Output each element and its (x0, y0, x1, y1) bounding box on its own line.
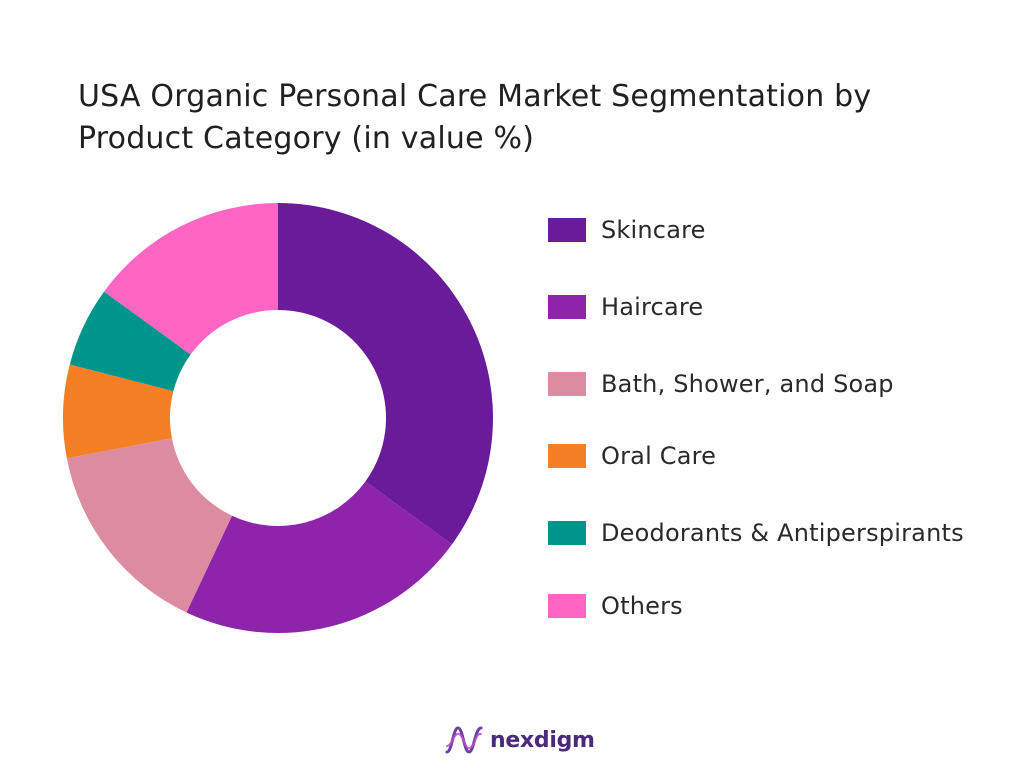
legend-label-oral-care: Oral Care (601, 442, 717, 470)
brand-logo: nexdigm (444, 720, 595, 760)
chart-legend: Skincare Haircare Bath, Shower, and Soap… (548, 0, 1018, 768)
donut-chart (62, 203, 494, 633)
legend-label-skincare: Skincare (601, 216, 706, 244)
brand-name: nexdigm (490, 727, 595, 753)
donut-slice-oral-care (62, 364, 174, 459)
donut-slice-bath-shower-and-soap (66, 438, 233, 613)
nexdigm-wave-logo-icon (445, 726, 483, 754)
legend-item-bath-shower-soap: Bath, Shower, and Soap (548, 369, 894, 399)
legend-swatch-bath-shower-soap (548, 372, 586, 396)
legend-swatch-deodorants (548, 521, 586, 545)
legend-item-deodorants: Deodorants & Antiperspirants (548, 518, 964, 548)
legend-label-haircare: Haircare (601, 293, 704, 321)
donut-slice-haircare (186, 481, 452, 633)
legend-swatch-oral-care (548, 444, 586, 468)
legend-item-oral-care: Oral Care (548, 441, 716, 471)
donut-slice-skincare (278, 203, 494, 545)
chart-title-line-1: USA Organic Personal Care Market Segment… (78, 79, 872, 114)
chart-title-line-2: Product Category (in value %) (78, 121, 535, 156)
legend-swatch-skincare (548, 218, 586, 242)
legend-label-bath-shower-soap: Bath, Shower, and Soap (601, 370, 894, 398)
legend-label-others: Others (601, 592, 683, 620)
legend-item-skincare: Skincare (548, 215, 706, 245)
donut-slice-deodorants-antiperspirants (69, 291, 191, 392)
donut-slice-others (104, 203, 279, 355)
chart-title: USA Organic Personal Care Market Segment… (78, 76, 978, 160)
legend-item-haircare: Haircare (548, 292, 703, 322)
legend-swatch-haircare (548, 295, 586, 319)
legend-swatch-others (548, 594, 586, 618)
legend-item-others: Others (548, 591, 683, 621)
legend-label-deodorants: Deodorants & Antiperspirants (601, 519, 964, 547)
